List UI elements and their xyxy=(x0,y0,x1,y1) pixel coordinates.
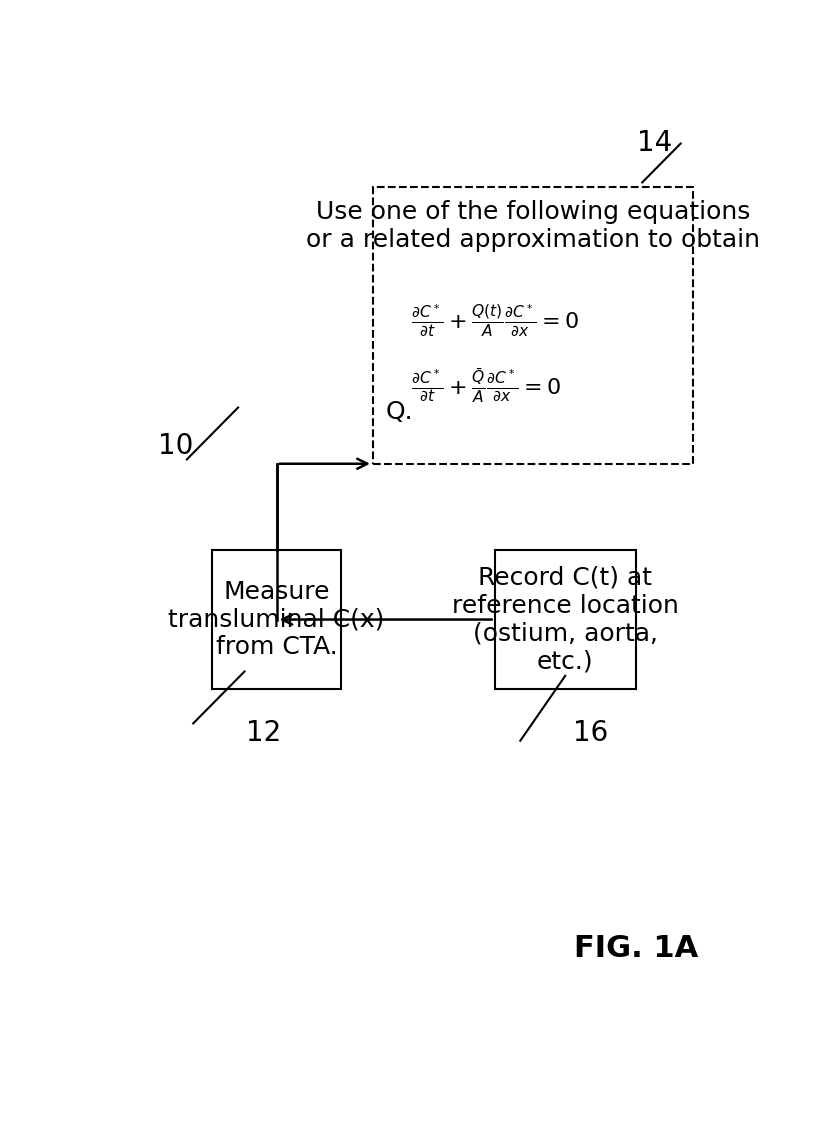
Text: FIG. 1A: FIG. 1A xyxy=(573,934,697,963)
Text: Record C(t) at
reference location
(ostium, aorta,
etc.): Record C(t) at reference location (ostiu… xyxy=(452,565,678,673)
Text: $\frac{\partial C^*}{\partial t} + \frac{Q(t)}{A}\frac{\partial C^*}{\partial x}: $\frac{\partial C^*}{\partial t} + \frac… xyxy=(411,302,580,339)
Text: 10: 10 xyxy=(158,433,194,461)
Text: Measure
transluminal C(x)
from CTA.: Measure transluminal C(x) from CTA. xyxy=(169,580,385,660)
Text: 14: 14 xyxy=(637,128,672,156)
Text: 12: 12 xyxy=(246,719,281,747)
FancyBboxPatch shape xyxy=(213,551,341,689)
Text: Use one of the following equations
or a related approximation to obtain: Use one of the following equations or a … xyxy=(306,200,760,252)
FancyBboxPatch shape xyxy=(372,187,693,464)
Text: $\frac{\partial C^*}{\partial t} + \frac{\bar{Q}}{A}\frac{\partial C^*}{\partial: $\frac{\partial C^*}{\partial t} + \frac… xyxy=(411,366,562,406)
FancyBboxPatch shape xyxy=(495,551,635,689)
Text: Q.: Q. xyxy=(385,400,413,424)
Text: 16: 16 xyxy=(573,719,608,747)
